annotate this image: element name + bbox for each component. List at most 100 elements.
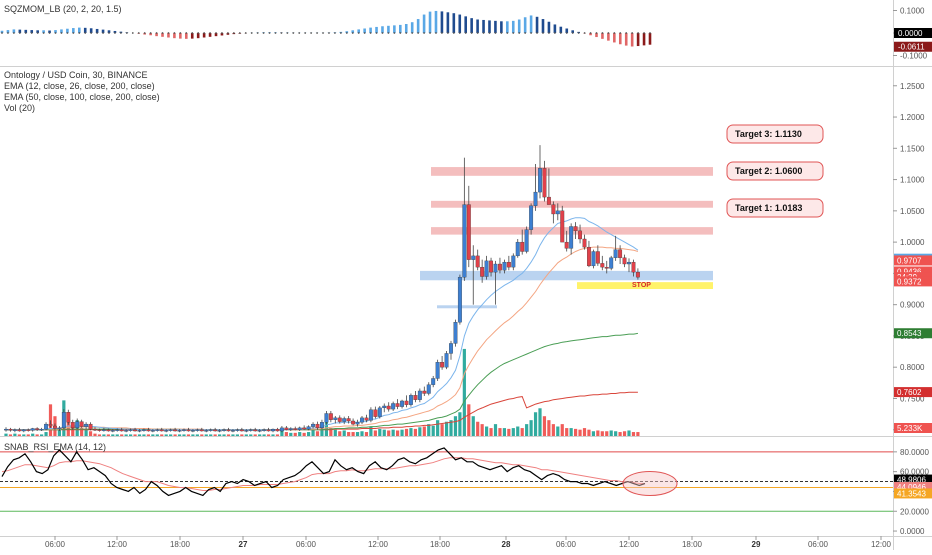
volume-bar: [31, 433, 35, 436]
sqz-zero-dot: [274, 32, 277, 34]
sqz-zero-dot: [102, 32, 104, 34]
candle-body: [128, 429, 133, 431]
candle-body: [555, 210, 560, 215]
volume-bar: [498, 428, 502, 436]
sqz-zero-dot: [173, 32, 176, 34]
volume-bar: [458, 412, 462, 436]
candle-body: [609, 257, 614, 269]
target-callout[interactable]: [726, 124, 824, 144]
time-axis-label: 12:00: [871, 540, 892, 549]
volume-bar: [547, 420, 551, 436]
candle-body: [466, 204, 471, 260]
volume-bar: [525, 424, 529, 436]
volume-bar: [266, 434, 271, 436]
volume-bar: [614, 431, 618, 436]
volume-bar: [111, 434, 115, 436]
volume-bar: [493, 424, 498, 436]
candle-body: [333, 417, 338, 420]
volume-bar: [431, 425, 435, 436]
sqz-zero-dot: [256, 32, 259, 34]
volume-bar: [226, 434, 231, 436]
volume-bar: [48, 404, 53, 436]
candle-body: [538, 168, 542, 193]
volume-bar: [587, 429, 591, 436]
candle-body: [26, 429, 31, 431]
sqz-zero-dot: [203, 32, 206, 34]
candle-body: [364, 417, 369, 421]
candle-body: [8, 428, 13, 431]
volume-bar: [516, 426, 520, 436]
candle-body: [293, 428, 298, 430]
sqz-zero-dot: [423, 32, 425, 34]
candle-body: [560, 210, 565, 243]
volume-bar: [160, 434, 164, 436]
sqz-zero-dot: [589, 32, 592, 34]
candle-body: [84, 423, 89, 427]
candle-body: [61, 412, 66, 429]
sqz-zero-dot: [631, 32, 634, 34]
volume-bar: [618, 432, 622, 436]
symbol-title[interactable]: Ontology / USD Coin, 30, BINANCE: [4, 70, 148, 80]
candle-body: [408, 395, 413, 405]
sqz-zero-dot: [494, 32, 497, 34]
candle-body: [475, 255, 480, 268]
sqz-zero-dot: [143, 32, 146, 34]
sqz-zero-dot: [375, 32, 378, 34]
target-callout[interactable]: [726, 198, 824, 218]
sqz-zero-dot: [84, 32, 87, 34]
volume-bar: [507, 428, 511, 436]
volume-legend[interactable]: Vol (20): [4, 103, 36, 113]
sqz-zero-dot: [548, 32, 550, 34]
candle-body: [422, 390, 427, 394]
candle-body: [542, 168, 547, 198]
main-legend: Ontology / USD Coin, 30, BINANCE EMA (12…: [4, 70, 160, 114]
sqz-zero-dot: [369, 32, 372, 34]
time-axis-label: 12:00: [368, 540, 389, 549]
volume-bar: [556, 426, 560, 436]
candle-body: [573, 226, 578, 232]
sqz-zero-dot: [292, 32, 295, 34]
candle-body: [635, 271, 640, 278]
sqz-zero-dot: [155, 32, 158, 34]
sqz-axis-label: -0.1000: [900, 52, 928, 61]
candle-body: [115, 429, 120, 431]
volume-bar: [93, 433, 97, 436]
sqz-zero-dot: [565, 32, 568, 34]
sqz-zero-dot: [280, 32, 283, 34]
sqz-zero-dot: [524, 32, 527, 34]
time-axis-label: 06:00: [296, 540, 317, 549]
volume-bar: [409, 428, 413, 436]
sqz-zero-dot: [24, 32, 27, 34]
sqz-zero-dot: [571, 32, 574, 34]
sqz-zero-dot: [167, 32, 170, 34]
ema-short-legend[interactable]: EMA (12, close, 26, close, 200, close): [4, 81, 155, 91]
candle-body: [146, 429, 151, 432]
ema-long-legend[interactable]: EMA (50, close, 100, close, 200, close): [4, 92, 160, 102]
price-axis-label: 0.7500: [900, 394, 925, 403]
candle-body: [613, 249, 618, 258]
sqz-zero-dot: [405, 32, 408, 34]
candle-body: [497, 263, 502, 271]
volume-bar: [560, 424, 564, 436]
candle-body: [288, 428, 293, 430]
volume-bar: [142, 434, 146, 436]
volume-bar: [151, 434, 155, 436]
volume-bar: [351, 432, 355, 436]
candle-body: [453, 322, 458, 344]
volume-bar: [453, 416, 458, 436]
target-label: Target 1: 1.0183: [735, 203, 802, 213]
rsi-title[interactable]: SNAB_RSI_EMA (14, 12): [4, 442, 107, 452]
sqz-zero-dot: [66, 32, 69, 34]
support-zone: [437, 305, 497, 309]
candle-body: [190, 430, 195, 432]
sqz-zero-dot: [161, 32, 164, 34]
volume-bar: [449, 420, 453, 436]
target-callout[interactable]: [726, 161, 824, 181]
volume-bar: [378, 428, 382, 436]
target-3-zone: [431, 167, 713, 176]
volume-bar: [133, 434, 137, 436]
stop-label: STOP: [632, 282, 651, 289]
sqz-zero-dot: [357, 32, 360, 34]
sqz-zero-dot: [18, 32, 21, 34]
